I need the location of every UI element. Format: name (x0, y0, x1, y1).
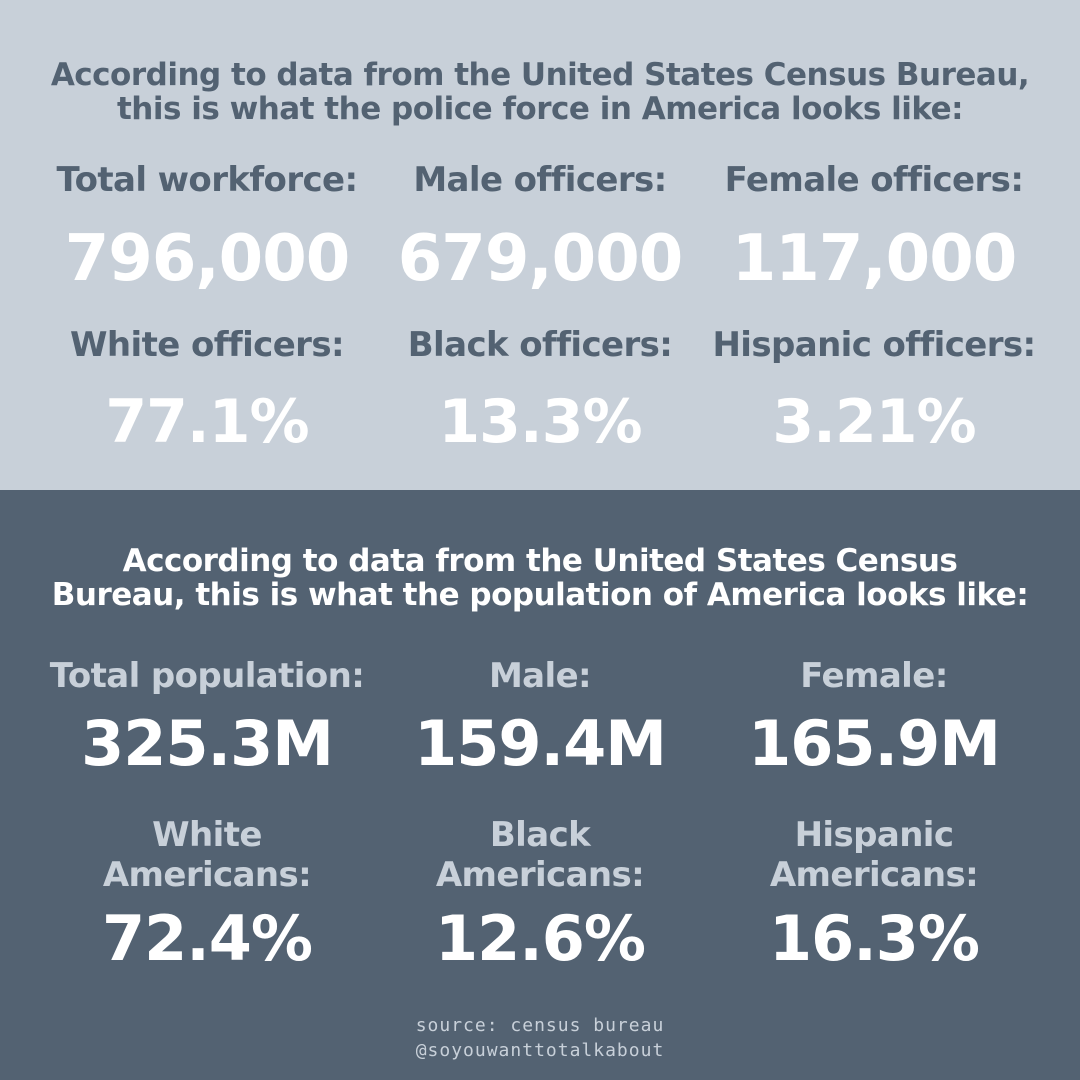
account-handle: @soyouwanttotalkabout (415, 1040, 665, 1061)
police-heading: According to data from the United States… (0, 58, 1080, 126)
population-heading-line-1: According to data from the United States… (122, 543, 958, 579)
stat-value: 72.4% (101, 902, 313, 975)
stat-label-line-2: Americans: (435, 855, 645, 895)
stat-white-americans: White Americans: 72.4% (27, 815, 387, 975)
stat-black-americans: Black Americans: 12.6% (360, 815, 720, 975)
stat-male-population: Male: 159.4M (360, 656, 720, 780)
stat-label: White Americans: (27, 815, 387, 895)
stat-value: 679,000 (397, 222, 684, 296)
stat-label: Total population: (49, 656, 365, 696)
population-panel: According to data from the United States… (0, 490, 1080, 1080)
source-credit: source: census bureau (415, 1015, 665, 1036)
stat-label: Hispanic Americans: (694, 815, 1054, 895)
stat-value: 77.1% (105, 387, 309, 457)
stat-label: Male officers: (413, 160, 667, 200)
stat-value: 13.3% (438, 387, 642, 457)
stat-label-line-1: White (152, 815, 262, 855)
stat-label-line-1: Hispanic (794, 815, 954, 855)
stat-total-workforce: Total workforce: 796,000 (27, 160, 387, 296)
stat-label: Total workforce: (56, 160, 359, 200)
stat-female-population: Female: 165.9M (694, 656, 1054, 780)
stat-hispanic-officers: Hispanic officers: 3.21% (694, 325, 1054, 457)
stat-black-officers: Black officers: 13.3% (360, 325, 720, 457)
stat-value: 165.9M (748, 707, 1001, 780)
stat-total-population: Total population: 325.3M (27, 656, 387, 780)
stat-label-line-2: Americans: (102, 855, 312, 895)
stat-label: Female: (800, 656, 948, 696)
police-force-panel: According to data from the United States… (0, 0, 1080, 490)
police-heading-line-1: According to data from the United States… (50, 57, 1030, 93)
population-heading: According to data from the United States… (0, 544, 1080, 612)
stat-value: 159.4M (414, 707, 667, 780)
stat-label: Female officers: (724, 160, 1024, 200)
stat-value: 117,000 (731, 222, 1018, 296)
population-heading-line-2: Bureau, this is what the population of A… (51, 577, 1029, 613)
source-footer: source: census bureau @soyouwanttotalkab… (0, 1013, 1080, 1063)
stat-label: Hispanic officers: (712, 325, 1036, 365)
stat-hispanic-americans: Hispanic Americans: 16.3% (694, 815, 1054, 975)
stat-label: Male: (488, 656, 592, 696)
stat-value: 16.3% (768, 902, 980, 975)
stat-label: Black Americans: (360, 815, 720, 895)
stat-value: 12.6% (434, 902, 646, 975)
stat-label-line-2: Americans: (769, 855, 979, 895)
stat-value: 325.3M (81, 707, 334, 780)
stat-value: 796,000 (64, 222, 351, 296)
stat-female-officers: Female officers: 117,000 (694, 160, 1054, 296)
stat-label-line-1: Black (489, 815, 591, 855)
stat-value: 3.21% (772, 387, 976, 457)
stat-label: White officers: (70, 325, 345, 365)
stat-label: Black officers: (407, 325, 673, 365)
police-heading-line-2: this is what the police force in America… (116, 91, 964, 127)
stat-male-officers: Male officers: 679,000 (360, 160, 720, 296)
stat-white-officers: White officers: 77.1% (27, 325, 387, 457)
